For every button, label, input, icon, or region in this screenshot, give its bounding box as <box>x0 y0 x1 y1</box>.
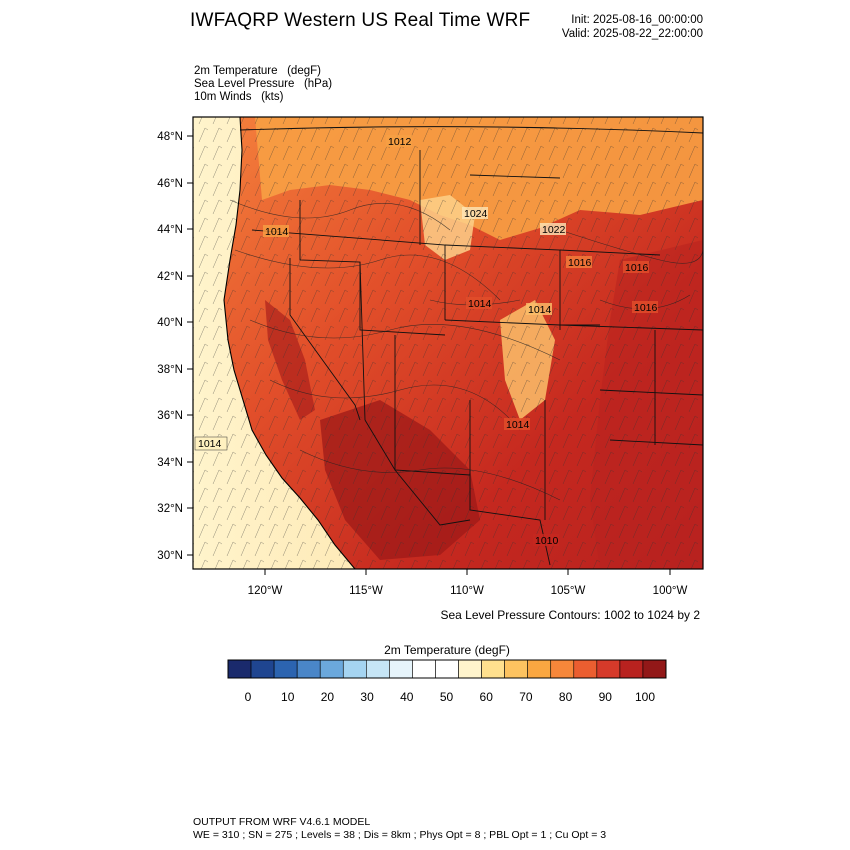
svg-text:1014: 1014 <box>506 419 530 431</box>
colorbar-ticks: 0 10 20 30 40 50 60 70 80 90 100 <box>245 690 656 704</box>
svg-text:1014: 1014 <box>468 298 492 310</box>
colorbar-tick-label: 60 <box>480 690 494 704</box>
svg-text:1022: 1022 <box>542 224 566 236</box>
init-time: Init: 2025-08-16_00:00:00 <box>571 14 703 26</box>
colorbar <box>227 659 667 679</box>
lat-label: 46°N <box>157 178 183 190</box>
colorbar-swatch <box>458 659 482 679</box>
pressure-label: 1016 <box>623 261 649 274</box>
colorbar-swatch <box>273 659 298 679</box>
colorbar-swatch <box>527 659 552 679</box>
colorbar-tick-label: 30 <box>360 690 374 704</box>
colorbar-title: 2m Temperature (degF) <box>384 643 510 657</box>
lon-labels: 120°W 115°W 110°W 105°W 100°W <box>248 585 688 597</box>
colorbar-tick-label: 70 <box>519 690 533 704</box>
colorbar-tick-label: 10 <box>281 690 295 704</box>
colorbar-swatch <box>550 659 575 679</box>
pressure-label: 1014 <box>263 225 289 238</box>
lat-label: 30°N <box>157 550 183 562</box>
lon-label: 105°W <box>551 585 586 597</box>
colorbar-swatch <box>481 659 505 679</box>
svg-text:1014: 1014 <box>528 304 552 316</box>
lat-label: 40°N <box>157 317 183 329</box>
wind-barbs <box>193 117 703 569</box>
svg-text:1024: 1024 <box>464 208 488 220</box>
svg-text:1016: 1016 <box>625 262 649 274</box>
pressure-label: 1014 <box>194 436 228 451</box>
political-boundaries <box>239 126 703 566</box>
colorbar-tick-label: 50 <box>440 690 454 704</box>
map-frame <box>192 116 704 570</box>
model-version: OUTPUT FROM WRF V4.6.1 MODEL <box>193 816 371 828</box>
map-area: 1024 1022 1014 1016 1016 1016 1014 1014 … <box>193 117 703 569</box>
pressure-label: 1014 <box>526 303 552 316</box>
colorbar-swatch <box>296 659 321 679</box>
valid-time: Valid: 2025-08-22_22:00:00 <box>561 28 703 40</box>
colorbar-tick-label: 90 <box>599 690 613 704</box>
colorbar-swatch <box>389 659 413 679</box>
colorbar-swatch <box>319 659 344 679</box>
colorbar-swatch <box>435 659 459 679</box>
field-temperature: 2m Temperature (degF) <box>194 65 321 77</box>
pressure-label: 1016 <box>632 301 658 314</box>
svg-text:1014: 1014 <box>198 438 222 450</box>
colorbar-tick-label: 0 <box>245 690 252 704</box>
colorbar-swatch <box>366 659 390 679</box>
pressure-label: 1014 <box>466 297 492 310</box>
field-pressure: Sea Level Pressure (hPa) <box>194 78 333 90</box>
lat-label: 36°N <box>157 410 183 422</box>
colorbar-tick-label: 80 <box>559 690 573 704</box>
colorbar-swatch <box>619 659 644 679</box>
time-info: Init: 2025-08-16_00:00:00 Valid: 2025-08… <box>520 13 703 41</box>
lat-axis <box>187 135 193 556</box>
lon-label: 120°W <box>248 585 283 597</box>
lon-label: 110°W <box>450 585 484 597</box>
lat-label: 42°N <box>157 271 183 283</box>
field-list: 2m Temperature (degF) Sea Level Pressure… <box>194 65 332 104</box>
lat-label: 44°N <box>157 224 183 236</box>
lat-label: 38°N <box>157 364 183 376</box>
pressure-label: 1016 <box>566 256 592 269</box>
lat-labels: 48°N 46°N 44°N 42°N 40°N 38°N 36°N 34°N … <box>157 131 183 562</box>
field-winds: 10m Winds (kts) <box>194 91 284 103</box>
pressure-labels: 1024 1022 1014 1016 1016 1016 1014 1014 … <box>194 135 658 547</box>
colorbar-swatch <box>573 659 598 679</box>
colorbar-tick-label: 20 <box>321 690 335 704</box>
colorbar-tick-label: 100 <box>635 690 655 704</box>
contour-note: Sea Level Pressure Contours: 1002 to 102… <box>440 608 701 622</box>
pacific-coastline <box>223 117 356 569</box>
pressure-label: 1022 <box>540 223 566 236</box>
pressure-label: 1012 <box>386 135 412 148</box>
model-info: OUTPUT FROM WRF V4.6.1 MODEL WE = 310 ; … <box>193 816 606 841</box>
pressure-contours <box>229 199 703 501</box>
model-config: WE = 310 ; SN = 275 ; Levels = 38 ; Dis … <box>193 828 607 841</box>
lon-label: 100°W <box>653 585 688 597</box>
colorbar-swatch <box>250 659 275 679</box>
pressure-label: 1010 <box>533 534 559 547</box>
svg-text:1012: 1012 <box>388 136 412 148</box>
pressure-label: 1014 <box>504 418 530 431</box>
colorbar-tick-label: 40 <box>400 690 414 704</box>
colorbar-swatch <box>504 659 528 679</box>
lat-label: 32°N <box>157 503 183 515</box>
colorbar-swatch <box>342 659 367 679</box>
pressure-label: 1024 <box>462 207 488 220</box>
colorbar-swatch <box>412 659 436 679</box>
colorbar-swatch <box>596 659 621 679</box>
colorbar-frame <box>227 659 667 679</box>
colorbar-swatch <box>227 659 252 679</box>
colorbar-swatch <box>642 659 667 679</box>
lat-label: 48°N <box>157 131 183 143</box>
lon-axis <box>264 569 671 575</box>
svg-text:1014: 1014 <box>265 226 289 238</box>
svg-text:1016: 1016 <box>568 257 592 269</box>
plot-title: IWFAQRP Western US Real Time WRF <box>190 10 531 31</box>
lon-label: 115°W <box>349 585 383 597</box>
lat-label: 34°N <box>157 457 183 469</box>
svg-text:1016: 1016 <box>634 302 658 314</box>
svg-text:1010: 1010 <box>535 535 559 547</box>
